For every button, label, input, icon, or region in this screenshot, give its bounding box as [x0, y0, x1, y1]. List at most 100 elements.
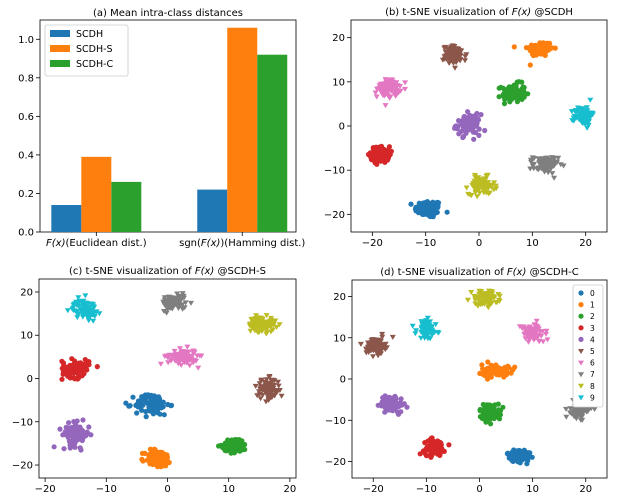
point-class-4 [473, 123, 480, 129]
point-class-7 [167, 300, 174, 306]
point-class-9 [84, 315, 91, 321]
panel-d-ytick-label: −10 [325, 416, 346, 427]
point-class-9 [77, 306, 84, 312]
point-class-3 [437, 452, 443, 458]
point-class-8 [476, 190, 483, 196]
point-class-9 [418, 335, 424, 341]
point-class-8 [263, 329, 270, 335]
point-class-5 [370, 348, 377, 354]
point-class-1 [156, 459, 162, 465]
point-class-9 [90, 318, 97, 324]
point-class-0 [158, 401, 164, 407]
point-class-9 [91, 305, 97, 311]
point-class-0 [148, 392, 154, 398]
point-class-6 [373, 94, 380, 100]
point-class-7 [591, 407, 598, 412]
point-class-7 [531, 161, 537, 167]
point-class-2 [498, 84, 504, 90]
point-class-8 [253, 321, 260, 327]
panel-d-xtick-label: −10 [416, 484, 437, 495]
panel-d-ytick-label: 20 [333, 292, 346, 303]
point-class-4 [64, 428, 70, 434]
point-class-7 [545, 162, 552, 168]
point-class-1 [539, 46, 546, 53]
cluster-3 [417, 435, 452, 460]
point-class-6 [186, 363, 193, 369]
point-class-1 [489, 369, 495, 375]
point-class-1 [511, 44, 517, 50]
legend-label-scdh-c: SCDH-C [76, 59, 114, 70]
panel-b-xtick-label: 20 [579, 238, 592, 249]
point-class-0 [418, 204, 424, 210]
point-class-6 [525, 339, 532, 345]
point-class-7 [584, 409, 591, 414]
point-class-6 [183, 360, 190, 366]
panel-c-xtick-label: 10 [222, 484, 235, 495]
point-class-4 [475, 117, 482, 123]
cluster-0 [123, 392, 175, 420]
point-class-0 [418, 208, 424, 214]
panel-b-xtick-label: 10 [526, 238, 539, 249]
point-class-2 [521, 94, 527, 100]
point-class-0 [423, 210, 429, 216]
point-class-7 [177, 298, 184, 303]
point-class-5 [389, 334, 396, 340]
point-class-5 [364, 348, 371, 354]
point-class-9 [75, 295, 82, 301]
point-class-1 [552, 45, 558, 51]
point-class-6 [386, 95, 393, 101]
point-class-4 [461, 113, 467, 120]
panel-b-ytick-label: 10 [332, 77, 345, 88]
point-class-0 [126, 403, 132, 409]
point-class-5 [458, 48, 465, 54]
point-class-2 [525, 91, 531, 97]
point-class-8 [475, 187, 482, 193]
point-class-5 [375, 352, 382, 358]
point-class-9 [413, 328, 419, 334]
point-class-2 [509, 91, 515, 97]
point-class-2 [487, 416, 493, 422]
panel-d-xtick-label: −20 [363, 484, 384, 495]
point-class-1 [486, 365, 492, 371]
point-class-6 [527, 327, 534, 333]
point-class-8 [492, 300, 499, 305]
bar-scdh-c-0 [111, 181, 142, 232]
point-class-1 [500, 371, 506, 377]
point-class-5 [457, 58, 463, 64]
point-class-8 [265, 319, 272, 325]
point-class-8 [248, 324, 255, 330]
point-class-8 [495, 292, 502, 297]
point-class-0 [444, 209, 450, 215]
panel-b-xtick-label: 0 [476, 238, 482, 249]
point-class-2 [490, 408, 496, 415]
bar-scdh-1 [197, 189, 228, 232]
point-class-9 [569, 118, 576, 124]
cluster-4 [452, 109, 488, 142]
point-class-8 [484, 294, 491, 300]
legend-label-5: 5 [590, 347, 595, 356]
point-class-9 [584, 112, 591, 118]
cluster-0 [408, 199, 450, 220]
point-class-9 [418, 326, 425, 332]
point-class-0 [430, 199, 436, 205]
point-class-8 [489, 290, 496, 296]
point-class-8 [475, 303, 481, 309]
point-class-5 [443, 53, 449, 59]
point-class-6 [388, 81, 395, 87]
point-class-8 [473, 177, 480, 183]
point-class-3 [373, 153, 379, 159]
legend-marker-4 [578, 336, 584, 342]
point-class-2 [231, 442, 237, 448]
point-class-6 [178, 362, 185, 368]
point-class-4 [69, 440, 75, 447]
point-class-7 [180, 293, 187, 299]
point-class-8 [495, 297, 502, 303]
point-class-5 [379, 334, 386, 340]
point-class-5 [275, 379, 281, 385]
panel-a-ytick-label: 1.0 [18, 35, 34, 46]
point-class-1 [544, 40, 550, 46]
cluster-0 [504, 447, 535, 467]
point-class-2 [229, 437, 235, 443]
point-class-0 [408, 201, 414, 207]
point-class-0 [527, 450, 533, 456]
